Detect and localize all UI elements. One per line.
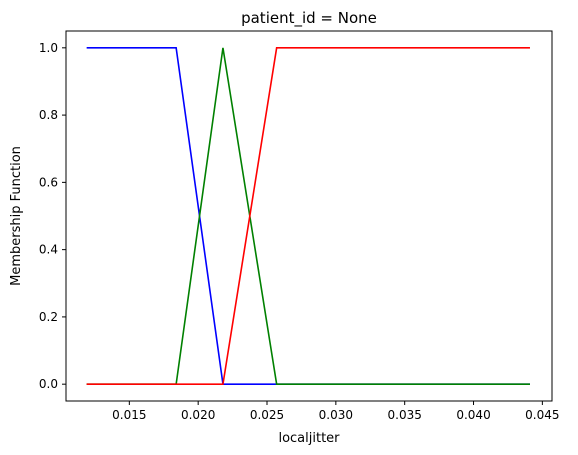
x-tick-label: 0.020 bbox=[181, 408, 215, 422]
x-tick-label: 0.030 bbox=[319, 408, 353, 422]
chart-title: patient_id = None bbox=[241, 9, 377, 28]
y-axis-label: Membership Function bbox=[9, 146, 24, 286]
y-tick-label: 0.8 bbox=[39, 108, 58, 122]
y-tick-label: 0.6 bbox=[39, 175, 58, 189]
y-axis: 0.0 0.2 0.4 0.6 0.8 1.0 bbox=[39, 41, 66, 391]
y-tick-label: 0.2 bbox=[39, 310, 58, 324]
y-tick-label: 0.4 bbox=[39, 243, 58, 257]
x-tick-label: 0.045 bbox=[525, 408, 559, 422]
x-tick-label: 0.040 bbox=[456, 408, 490, 422]
x-axis: 0.015 0.020 0.025 0.030 0.035 0.040 0.045 bbox=[112, 401, 560, 422]
x-tick-label: 0.015 bbox=[112, 408, 146, 422]
plot-frame bbox=[65, 30, 553, 402]
y-tick-label: 1.0 bbox=[39, 41, 58, 55]
x-tick-label: 0.025 bbox=[250, 408, 284, 422]
y-tick-label: 0.0 bbox=[39, 377, 58, 391]
x-tick-label: 0.035 bbox=[388, 408, 422, 422]
x-axis-label: localjitter bbox=[278, 431, 340, 446]
series-line-high bbox=[86, 47, 530, 385]
series-layer bbox=[86, 47, 530, 385]
